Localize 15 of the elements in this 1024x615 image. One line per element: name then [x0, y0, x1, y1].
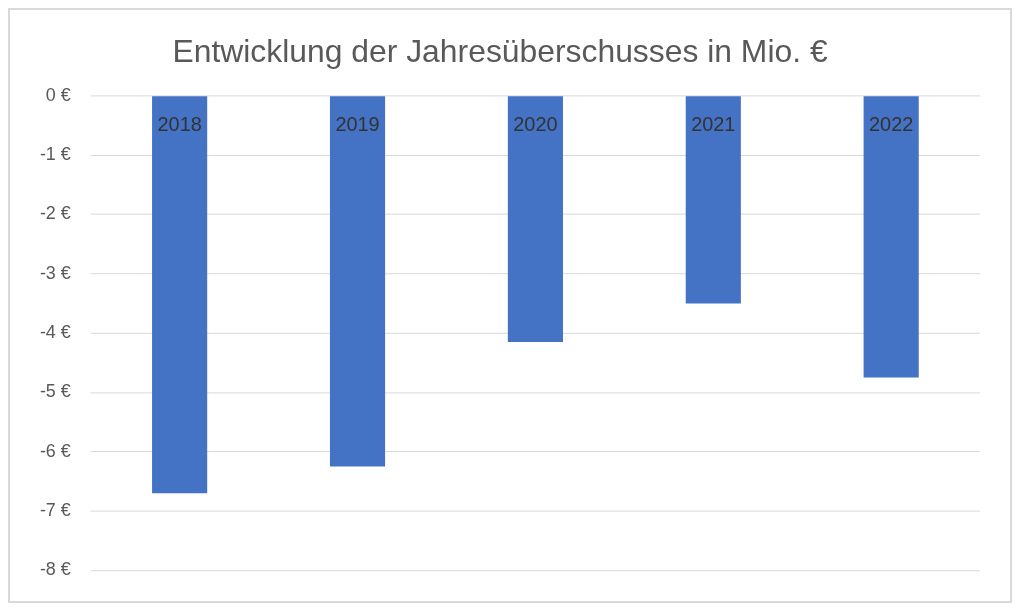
x-tick-label: 2022	[869, 113, 914, 136]
chart-title: Entwicklung der Jahresüberschusses in Mio. €	[172, 32, 828, 69]
x-tick-label: 2019	[335, 113, 380, 136]
y-tick-label: -1 €	[39, 144, 71, 165]
y-tick-label: -3 €	[39, 262, 71, 283]
y-tick-label: -7 €	[39, 500, 71, 521]
x-tick-label: 2018	[157, 113, 202, 136]
y-tick-label: -2 €	[39, 203, 71, 224]
y-tick-label: -5 €	[39, 381, 71, 402]
y-tick-label: 0 €	[45, 84, 71, 105]
y-tick-label: -4 €	[39, 322, 71, 343]
y-tick-label: -6 €	[39, 440, 71, 461]
y-tick-label: -8 €	[39, 559, 71, 580]
x-tick-label: 2021	[691, 113, 736, 136]
x-tick-label: 2020	[513, 113, 558, 136]
